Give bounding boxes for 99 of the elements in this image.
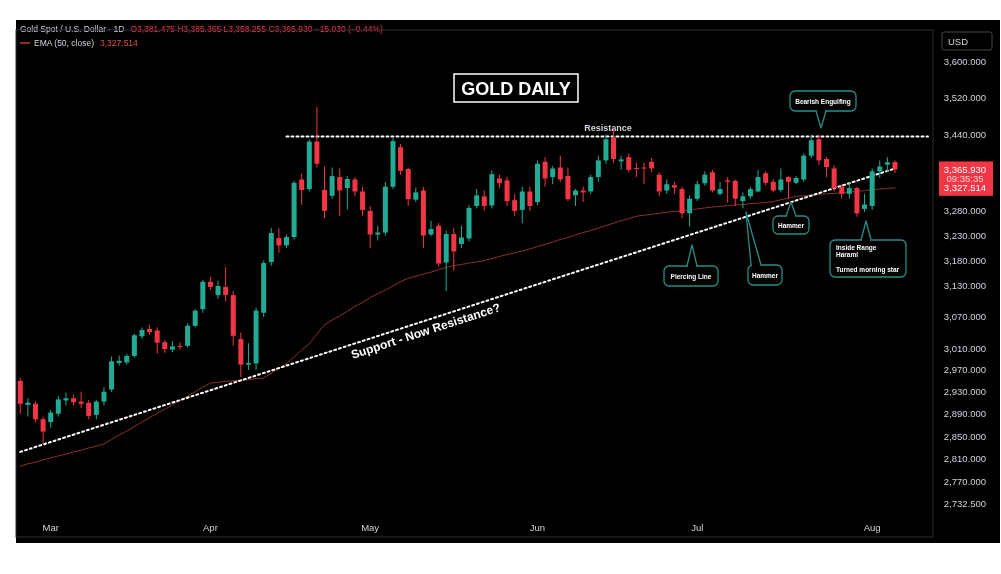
x-tick-label: Mar <box>42 522 59 533</box>
candlestick <box>116 354 122 367</box>
candlestick <box>337 167 343 217</box>
candlestick <box>314 106 320 169</box>
y-tick-label: 2,810.000 <box>943 453 987 465</box>
candlestick <box>831 164 837 192</box>
candlestick <box>299 173 305 206</box>
candlestick <box>360 186 366 217</box>
candlestick <box>755 169 761 193</box>
y-tick-label: 2,732.500 <box>943 498 987 510</box>
candlestick <box>519 186 525 224</box>
chart-subtitle: Gold Spot / U.S. Dollar · 1D <box>20 24 125 34</box>
candlestick <box>177 341 183 351</box>
y-tick-label: 3,280.000 <box>943 205 987 217</box>
candlestick <box>139 326 145 340</box>
candlestick <box>527 186 533 212</box>
candlestick <box>709 169 715 193</box>
candlestick <box>626 152 632 173</box>
x-tick-label: May <box>361 522 380 533</box>
x-tick-label: Jul <box>691 522 704 533</box>
candlestick <box>550 165 556 185</box>
y-tick-label: 3,180.000 <box>943 255 987 266</box>
candlestick <box>641 162 647 185</box>
candlestick <box>542 156 548 188</box>
candlestick <box>687 194 693 228</box>
candlestick <box>352 176 358 197</box>
candlestick <box>93 399 99 420</box>
candlestick <box>192 308 198 328</box>
candlestick <box>816 134 822 166</box>
y-tick-label: 2,930.000 <box>943 386 987 398</box>
candlestick <box>633 162 639 178</box>
candlestick <box>131 333 137 359</box>
candlestick <box>656 171 662 197</box>
y-tick-label: 3,070.000 <box>943 311 987 323</box>
candlestick <box>17 377 23 415</box>
legend-label: EMA (50, close) <box>34 38 94 48</box>
candlestick <box>801 152 807 183</box>
candlestick <box>824 156 830 178</box>
annotation: O3,381.475 H3,385.365 L3,358.255 C3,365.930 −15.030 (−0.44%) <box>130 24 383 34</box>
candlestick <box>40 416 46 446</box>
candlestick <box>474 188 480 209</box>
candlestick <box>694 180 700 202</box>
y-tick-label: 3,520.000 <box>943 92 987 104</box>
candlestick <box>603 134 609 165</box>
candlestick <box>329 167 335 200</box>
candlestick <box>276 227 282 254</box>
y-tick-label: 3,600.000 <box>943 56 987 68</box>
candlestick <box>398 143 404 176</box>
x-tick-label: Apr <box>203 522 218 533</box>
ref-line-label: Resistance <box>584 123 632 134</box>
candlestick <box>63 392 69 406</box>
candlestick <box>245 342 251 371</box>
candlestick <box>808 134 814 159</box>
candlestick <box>512 193 518 217</box>
candlestick <box>55 395 61 417</box>
x-tick-label: Jun <box>529 522 546 533</box>
text: 3,365.930 <box>943 163 987 175</box>
y-tick-label: 3,230.000 <box>943 230 987 242</box>
candlestick <box>25 397 31 417</box>
candlestick <box>732 178 738 207</box>
candlestick <box>451 227 457 272</box>
candlestick <box>78 391 84 409</box>
candlestick <box>223 266 229 302</box>
candlestick <box>557 155 563 183</box>
candlestick <box>185 322 191 348</box>
candlestick <box>892 159 898 174</box>
text: GOLD DAILY <box>461 79 571 99</box>
text: 3,327.514 <box>943 182 987 194</box>
candlestick <box>481 190 487 212</box>
candlestick <box>588 174 594 195</box>
candlestick <box>778 167 784 193</box>
candlestick <box>504 176 510 207</box>
candlestick <box>322 166 328 219</box>
y-tick-label: 3,010.000 <box>943 343 987 355</box>
candlestick <box>101 386 107 406</box>
candlestick <box>367 205 373 249</box>
y-tick-label: 3,130.000 <box>943 280 987 292</box>
candlestick <box>565 167 571 202</box>
text: USD <box>948 36 969 47</box>
candlestick <box>785 175 791 200</box>
candlestick <box>428 220 434 237</box>
text: 09:35:35 <box>946 173 984 185</box>
x-tick-label: Aug <box>863 522 881 533</box>
candlestick <box>725 176 731 204</box>
candlestick <box>458 225 464 249</box>
y-tick-label: 2,770.000 <box>943 476 987 488</box>
candlestick <box>740 191 746 209</box>
y-tick-label: 3,440.000 <box>943 129 987 141</box>
candlestick <box>154 326 160 355</box>
candlestick <box>32 401 38 423</box>
candlestick <box>215 280 221 300</box>
candlestick <box>595 155 601 183</box>
y-tick-label: 2,850.000 <box>943 430 987 442</box>
candlestick <box>344 175 350 210</box>
candlestick <box>717 181 723 196</box>
y-tick-label: 2,970.000 <box>943 364 987 376</box>
y-tick-label: 2,890.000 <box>943 408 987 420</box>
candlestick <box>86 399 92 420</box>
annotation: 3,327.514 <box>100 38 139 48</box>
